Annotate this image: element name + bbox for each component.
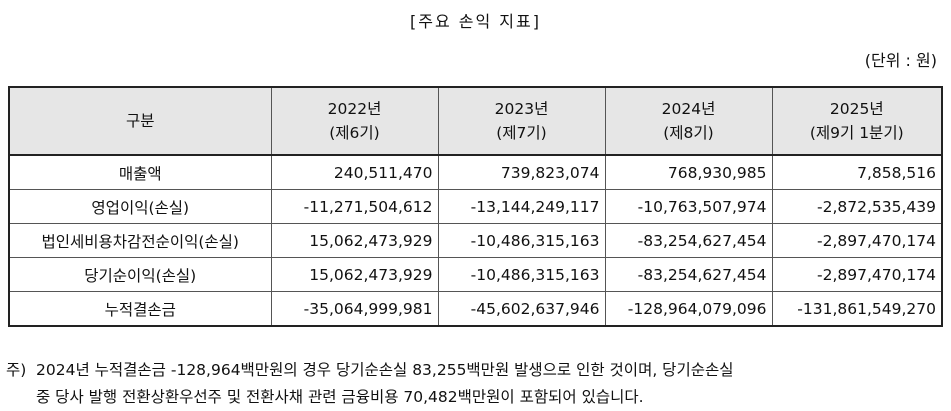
- cell-value: -10,486,315,163: [437, 257, 606, 292]
- cell-value: 15,062,473,929: [270, 223, 439, 258]
- header-year-2023: 2023년 (제7기): [437, 86, 606, 156]
- header-period: (제6기): [329, 124, 380, 142]
- cell-value: 7,858,516: [771, 154, 943, 190]
- table-row-operating-income: 영업이익(손실) -11,271,504,612 -13,144,249,117…: [8, 189, 943, 224]
- cell-value: -10,763,507,974: [604, 189, 773, 224]
- cell-value: -35,064,999,981: [270, 291, 439, 327]
- footnote-mark: 주): [6, 361, 27, 379]
- header-period: (제7기): [496, 124, 547, 142]
- header-year-2025: 2025년 (제9기 1분기): [771, 86, 943, 156]
- header-year: 2022년: [327, 100, 382, 118]
- footnote-line-1: 2024년 누적결손금 -128,964백만원의 경우 당기순손실 83,255…: [36, 361, 734, 379]
- header-period: (제8기): [663, 124, 714, 142]
- cell-value: -83,254,627,454: [604, 223, 773, 258]
- cell-value: -45,602,637,946: [437, 291, 606, 327]
- cell-value: -11,271,504,612: [270, 189, 439, 224]
- header-year: 2025년: [829, 100, 884, 118]
- table-header-row: 구분 2022년 (제6기) 2023년 (제7기) 2024년 (제8기) 2…: [8, 86, 943, 156]
- header-year-2024: 2024년 (제8기): [604, 86, 773, 156]
- cell-value: -131,861,549,270: [771, 291, 943, 327]
- cell-value: -10,486,315,163: [437, 223, 606, 258]
- cell-value: 768,930,985: [604, 154, 773, 190]
- table-title: [주요 손익 지표]: [410, 12, 541, 31]
- cell-value: 240,511,470: [270, 154, 439, 190]
- table-row-revenue: 매출액 240,511,470 739,823,074 768,930,985 …: [8, 154, 943, 190]
- row-label: 법인세비용차감전순이익(손실): [8, 223, 272, 258]
- row-label: 영업이익(손실): [8, 189, 272, 224]
- cell-value: -2,872,535,439: [771, 189, 943, 224]
- cell-value: -128,964,079,096: [604, 291, 773, 327]
- row-label: 누적결손금: [8, 291, 272, 327]
- header-year-2022: 2022년 (제6기): [270, 86, 439, 156]
- footnote: 주) 2024년 누적결손금 -128,964백만원의 경우 당기순손실 83,…: [6, 357, 733, 411]
- header-category: 구분: [8, 86, 272, 156]
- footnote-line-2: 중 당사 발행 전환상환우선주 및 전환사채 관련 금융비용 70,482백만원…: [36, 388, 644, 406]
- table-row-pretax-income: 법인세비용차감전순이익(손실) 15,062,473,929 -10,486,3…: [8, 223, 943, 258]
- row-label: 매출액: [8, 154, 272, 190]
- cell-value: 739,823,074: [437, 154, 606, 190]
- cell-value: -2,897,470,174: [771, 223, 943, 258]
- cell-value: 15,062,473,929: [270, 257, 439, 292]
- income-summary-table: 구분 2022년 (제6기) 2023년 (제7기) 2024년 (제8기) 2…: [8, 86, 943, 327]
- header-year: 2024년: [661, 100, 716, 118]
- cell-value: -83,254,627,454: [604, 257, 773, 292]
- table-row-accumulated-deficit: 누적결손금 -35,064,999,981 -45,602,637,946 -1…: [8, 291, 943, 327]
- header-year: 2023년: [494, 100, 549, 118]
- cell-value: -2,897,470,174: [771, 257, 943, 292]
- header-period: (제9기 1분기): [809, 124, 904, 142]
- unit-label: (단위 : 원): [864, 51, 937, 70]
- table-row-net-income: 당기순이익(손실) 15,062,473,929 -10,486,315,163…: [8, 257, 943, 292]
- cell-value: -13,144,249,117: [437, 189, 606, 224]
- row-label: 당기순이익(손실): [8, 257, 272, 292]
